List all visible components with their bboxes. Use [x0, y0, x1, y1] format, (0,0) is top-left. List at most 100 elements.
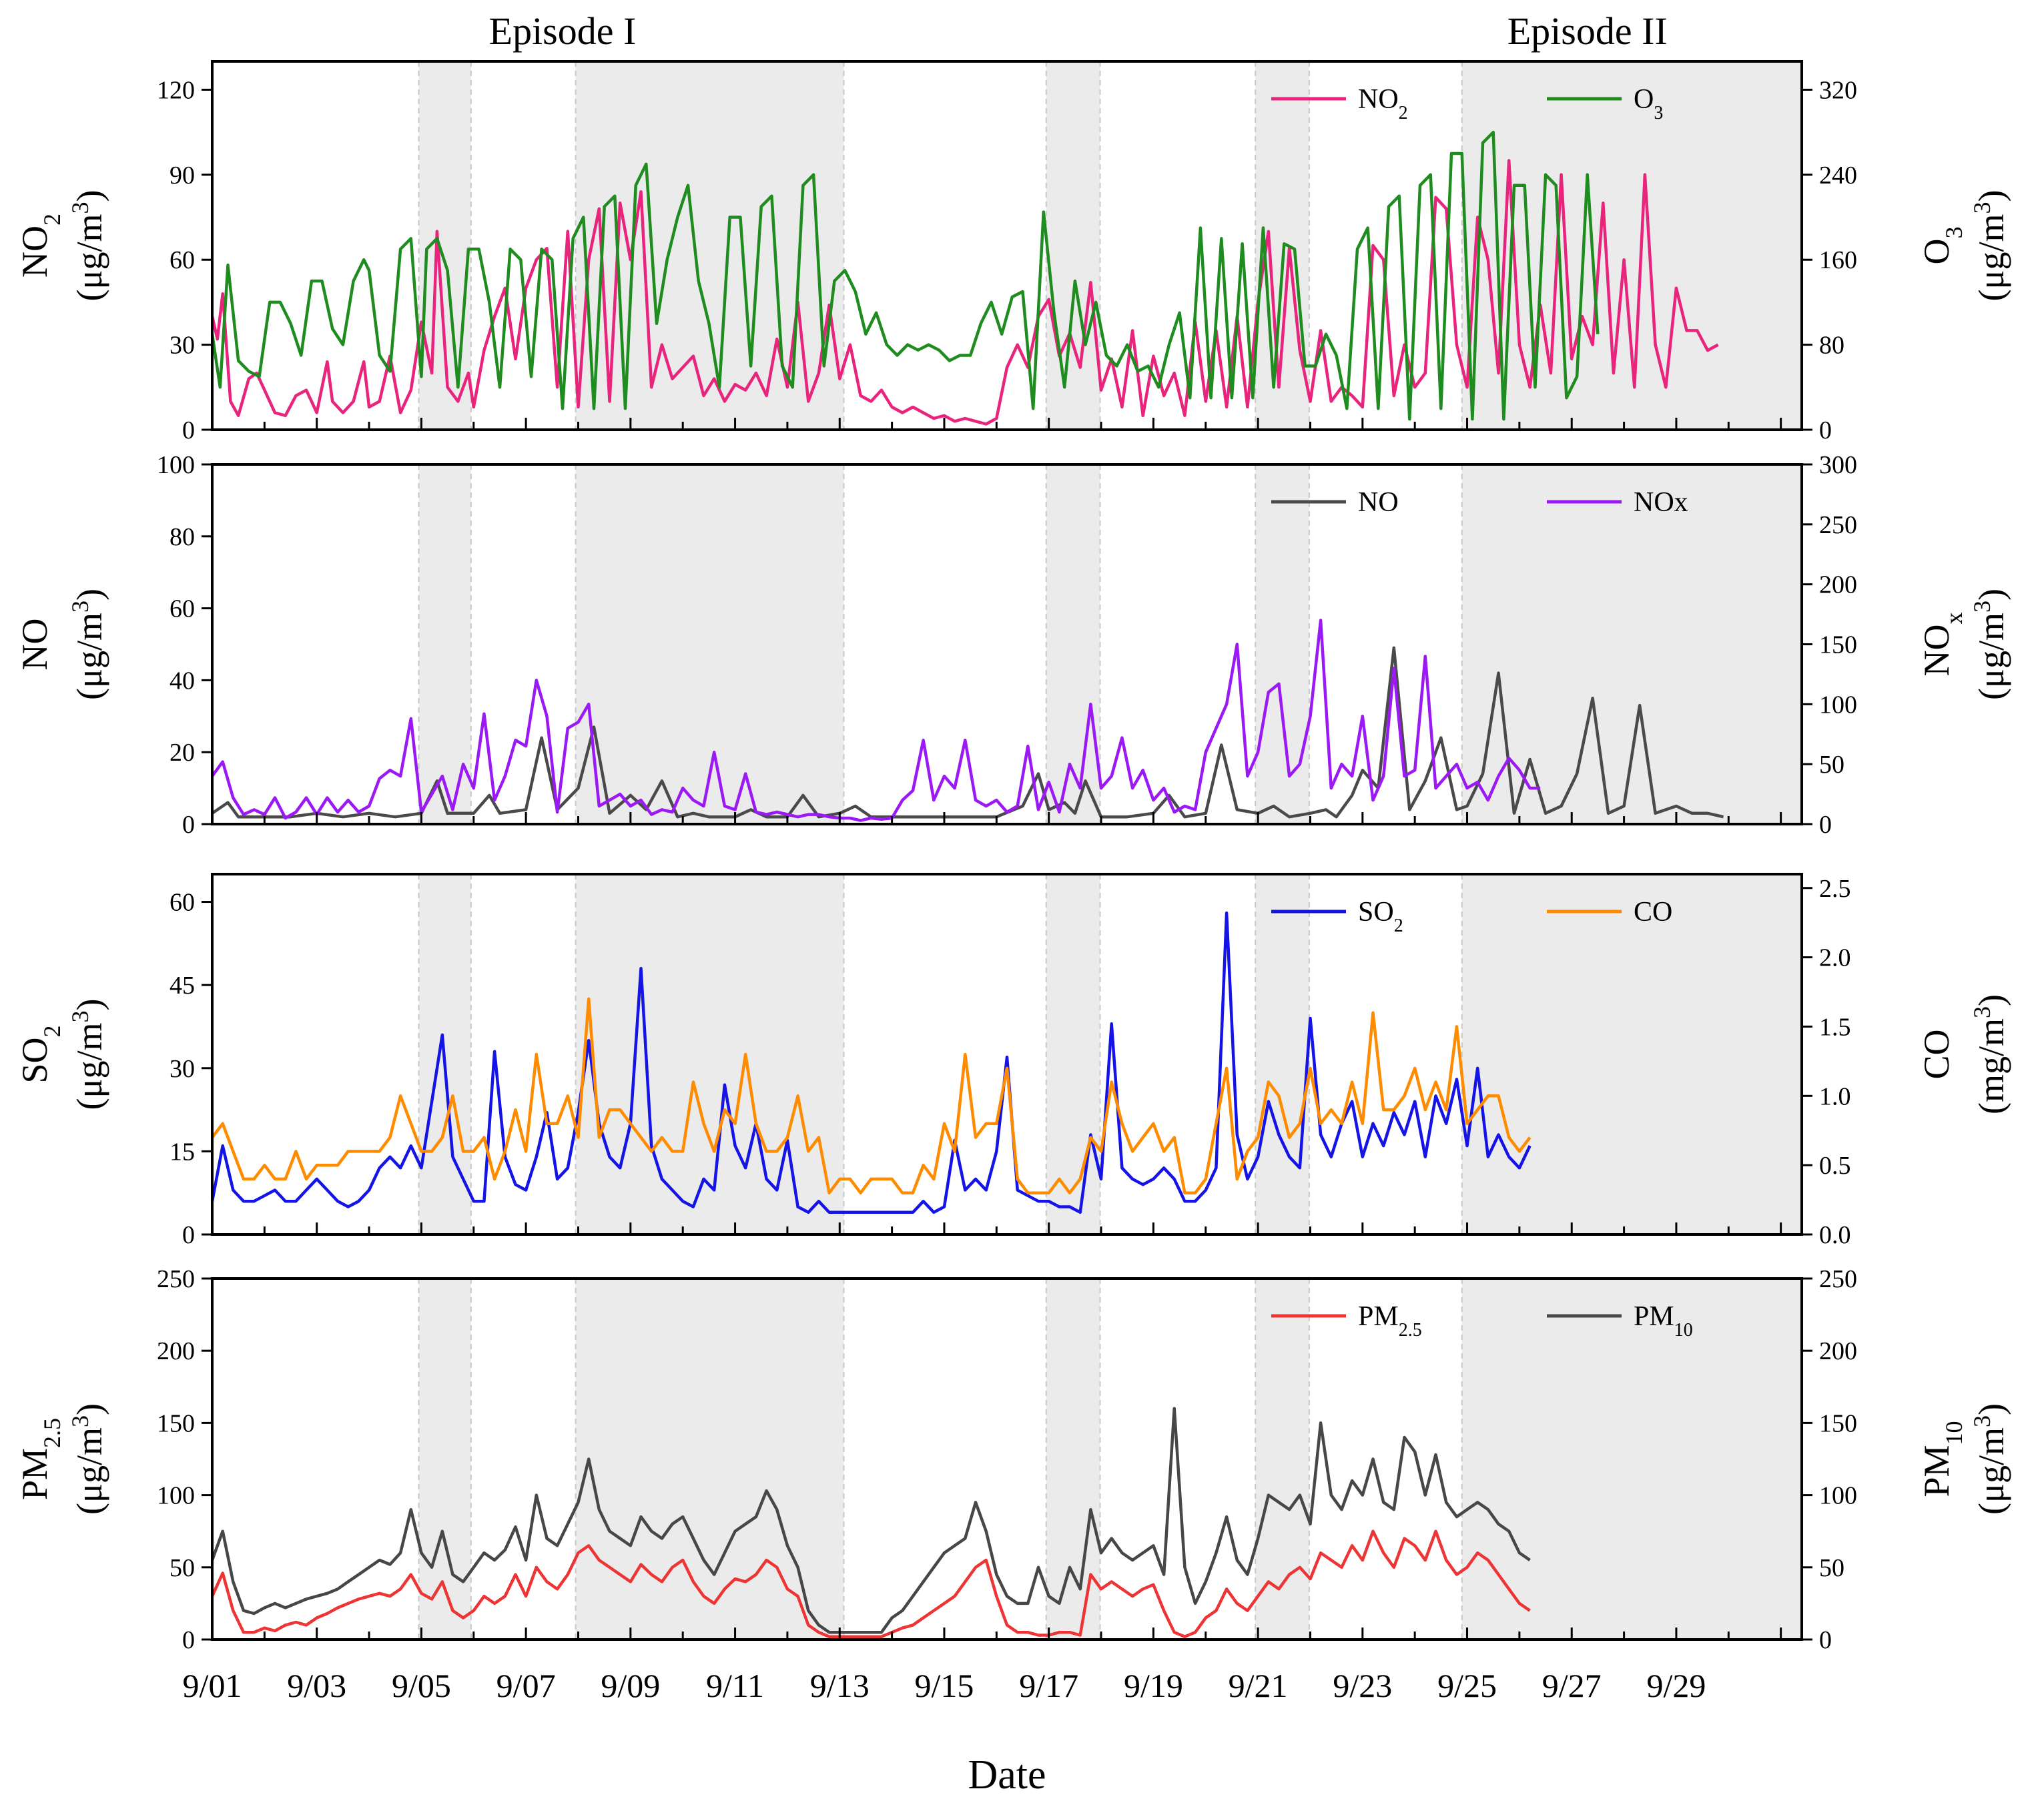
x-tick-label-2: 9/05 — [392, 1667, 451, 1704]
panel-3-left-axis-label: SO2 (μg/m3) — [15, 999, 109, 1110]
panel-2-left-tick-label-5: 100 — [157, 451, 195, 479]
panel-2-legend-label-1: NOx — [1634, 487, 1688, 518]
panel-3-right-axis-label-unit-sup: 3 — [1969, 1006, 1995, 1018]
panel-4-right-axis-label-unit-main: (μg/m — [1971, 1427, 2011, 1515]
panel-1-legend-label-1: O3 — [1634, 84, 1663, 123]
panel-4-left-axis-label-unit-close: ) — [69, 1403, 109, 1415]
panel-3-series-so2-line — [210, 911, 1531, 1214]
panel-3-legend-label-0-main: SO — [1358, 897, 1394, 928]
panel-2-left-axis-label: NO (μg/m3) — [15, 589, 109, 700]
panel-3-left-axis-label-title-main: SO — [15, 1037, 55, 1083]
panel-1-right-axis-label-unit-close: ) — [1971, 190, 2011, 202]
panel-4-right-axis-label-title-sub: 10 — [1941, 1421, 1967, 1445]
panel-3-right-axis-label-unit: (mg/m3) — [1969, 994, 2011, 1114]
panel-2-left-tick-label-3: 60 — [169, 595, 195, 623]
panel-4-right-tick-label-3: 150 — [1819, 1409, 1857, 1437]
panel-1-frame — [211, 60, 1803, 431]
panel-3-right-tick-label-0: 0.0 — [1819, 1221, 1851, 1249]
panel-3-legend-label-1-main: CO — [1634, 897, 1672, 928]
panel-4-left-axis-label-unit-main: (μg/m — [69, 1427, 109, 1515]
panel-3-right-axis-label-unit-close: ) — [1971, 994, 2011, 1006]
panel-2-right-axis-label-unit-main: (μg/m — [1971, 613, 2011, 700]
panel-2-right-axis-label-unit: (μg/m3) — [1969, 589, 2011, 700]
panel-4-right-tick-label-1: 50 — [1819, 1554, 1844, 1582]
panel-1-legend-label-0-sub: 2 — [1399, 103, 1408, 123]
panel-3-frame — [211, 873, 1803, 1236]
panel-2-left-axis-label-unit-close: ) — [69, 589, 109, 601]
panel-2-left-tick-label-2: 40 — [169, 667, 195, 695]
shaded-period-1-panel-2 — [575, 464, 844, 824]
panel-2-legend-label-0: NO — [1358, 487, 1399, 518]
x-tick-label-6: 9/13 — [810, 1667, 870, 1704]
panel-3-left-axis-label-unit: (μg/m3) — [67, 999, 109, 1110]
panel-2-left-axis-label-unit-main: (μg/m — [69, 613, 109, 700]
panel-1-right-axis-label-unit-sup: 3 — [1969, 202, 1995, 214]
panel-4-frame — [211, 1277, 1803, 1641]
panel-3-left-axis-label-unit-main: (μg/m — [69, 1023, 109, 1110]
panel-4-legend-label-0-sub: 2.5 — [1399, 1320, 1422, 1341]
panel-4-left-tick-label-3: 150 — [157, 1409, 195, 1437]
episode-label-1: Episode I — [489, 9, 637, 53]
panel-4-right-tick-label-5: 250 — [1819, 1265, 1857, 1293]
x-tick-label-3: 9/07 — [496, 1667, 556, 1704]
panel-3-left-axis-label-title: SO2 — [15, 1025, 65, 1083]
panel-3-legend-label-0-sub: 2 — [1394, 916, 1403, 936]
panel-3-right-axis-label: CO (mg/m3) — [1917, 994, 2011, 1114]
shaded-period-3-panel-3 — [1255, 874, 1309, 1234]
panel-2-right-tick-label-0: 0 — [1819, 811, 1832, 839]
x-tick-label-4: 9/09 — [601, 1667, 660, 1704]
panel-1-left-tick-label-4: 120 — [157, 76, 195, 104]
panel-2-left-tick-label-1: 20 — [169, 739, 195, 767]
panel-4-right-axis-label: PM10 (μg/m3) — [1917, 1403, 2011, 1515]
panel-3-left-axis-label-unit-sup: 3 — [67, 1011, 93, 1023]
panel-1-left-tick-label-2: 60 — [169, 246, 195, 274]
x-tick-label-5: 9/11 — [706, 1667, 764, 1704]
panel-3-right-tick-label-4: 2.0 — [1819, 944, 1851, 972]
panel-2-right-tick-label-5: 250 — [1819, 511, 1857, 539]
shaded-period-4-panel-3 — [1461, 874, 1802, 1234]
panel-4-left-tick-label-4: 200 — [157, 1337, 195, 1365]
panel-3-left-axis-label-unit-close: ) — [69, 999, 109, 1011]
panel-3-legend-label-0: SO2 — [1358, 897, 1403, 936]
panel-2-right-axis-label-title-main: NO — [1917, 625, 1957, 677]
x-tick-label-11: 9/23 — [1333, 1667, 1392, 1704]
shaded-period-4-panel-2 — [1461, 464, 1802, 824]
panel-4-left-axis-label-unit-sup: 3 — [67, 1415, 93, 1427]
panel-2-right-axis-label-unit-sup: 3 — [1969, 601, 1995, 613]
panel-4-left-tick-label-5: 250 — [157, 1265, 195, 1293]
panel-4-series-pm10-line — [210, 1407, 1531, 1634]
panel-1-series-no2-line — [210, 159, 1719, 426]
episode-label-2: Episode II — [1507, 9, 1668, 53]
panel-4-series-pm25-line — [210, 1529, 1531, 1638]
shaded-period-2-panel-4 — [1046, 1279, 1100, 1640]
panel-2-right-tick-label-4: 200 — [1819, 571, 1857, 599]
panel-1-left-axis-label-unit-close: ) — [69, 190, 109, 202]
panel-3-left-tick-label-4: 60 — [169, 889, 195, 917]
shaded-period-3-panel-2 — [1255, 464, 1309, 824]
panel-4-left-tick-label-1: 50 — [169, 1554, 195, 1582]
x-axis-title: Date — [968, 1752, 1046, 1798]
panel-2-series-nox-line — [211, 619, 1541, 822]
shaded-period-2-panel-1 — [1046, 61, 1100, 430]
x-tick-label-1: 9/03 — [287, 1667, 346, 1704]
panel-1-right-axis-label-unit-main: (μg/m — [1971, 214, 2011, 302]
panel-2-left-tick-label-0: 0 — [182, 811, 195, 839]
panel-4-legend-label-0: PM2.5 — [1358, 1301, 1422, 1341]
x-tick-label-9: 9/19 — [1124, 1667, 1183, 1704]
panel-1-right-tick-label-4: 320 — [1819, 76, 1857, 104]
panel-3-right-axis-label-unit-main: (mg/m — [1971, 1018, 2011, 1114]
panel-4-right-axis-label-unit-sup: 3 — [1969, 1415, 1995, 1427]
panel-2-right-axis-label-title-sub: x — [1941, 613, 1967, 625]
panel-1-left-axis-label-unit: (μg/m3) — [67, 190, 109, 302]
x-tick-label-7: 9/15 — [915, 1667, 974, 1704]
panel-1-right-tick-label-2: 160 — [1819, 246, 1857, 274]
x-tick-label-13: 9/27 — [1542, 1667, 1602, 1704]
panel-1-left-tick-label-1: 30 — [169, 332, 195, 360]
panel-4-right-tick-label-0: 0 — [1819, 1626, 1832, 1654]
panel-2-left-axis-label-unit-sup: 3 — [67, 601, 93, 613]
panel-2-left-tick-label-4: 80 — [169, 523, 195, 551]
panel-3-right-tick-label-3: 1.5 — [1819, 1013, 1851, 1041]
panel-3-left-tick-label-3: 45 — [169, 972, 195, 1000]
